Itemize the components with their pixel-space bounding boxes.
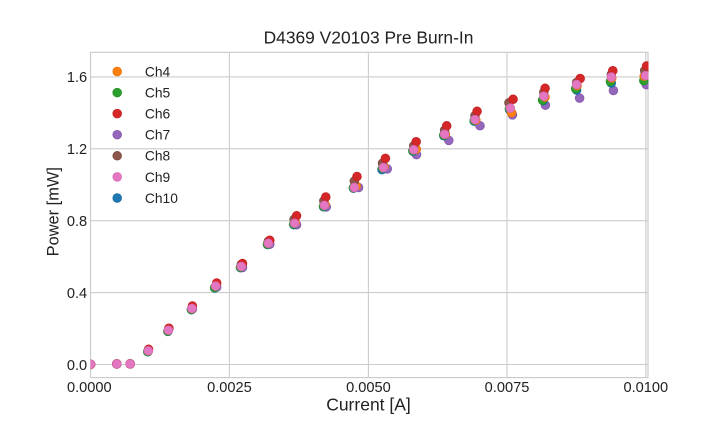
svg-text:Power [mW]: Power [mW] <box>44 167 62 256</box>
svg-text:Ch8: Ch8 <box>145 149 171 164</box>
svg-text:1.6: 1.6 <box>67 70 87 86</box>
svg-text:0.0100: 0.0100 <box>623 380 668 396</box>
svg-text:0.0025: 0.0025 <box>207 380 252 396</box>
svg-text:Ch9: Ch9 <box>145 170 171 185</box>
svg-text:Current [A]: Current [A] <box>326 395 411 415</box>
svg-text:Ch5: Ch5 <box>145 86 171 101</box>
svg-text:Ch7: Ch7 <box>145 128 170 143</box>
svg-text:0.0075: 0.0075 <box>485 380 530 396</box>
svg-text:Ch4: Ch4 <box>145 64 171 79</box>
svg-text:0.4: 0.4 <box>67 286 87 302</box>
svg-text:0.0000: 0.0000 <box>67 380 112 396</box>
svg-text:0.8: 0.8 <box>67 214 87 230</box>
svg-text:D4369 V20103 Pre Burn-In: D4369 V20103 Pre Burn-In <box>264 27 474 47</box>
svg-text:1.2: 1.2 <box>67 142 87 158</box>
svg-text:0.0050: 0.0050 <box>346 380 391 396</box>
svg-text:Ch6: Ch6 <box>145 107 171 122</box>
svg-text:Ch10: Ch10 <box>145 191 178 206</box>
svg-text:0.0: 0.0 <box>67 358 87 374</box>
